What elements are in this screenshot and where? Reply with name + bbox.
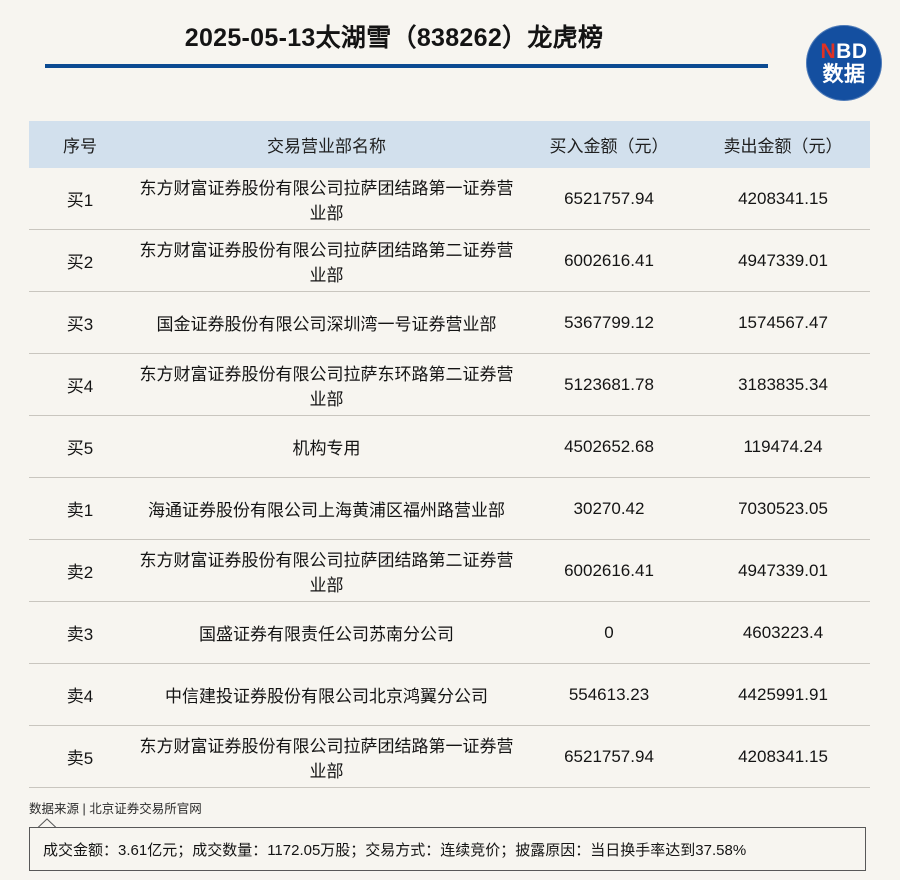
cell-index: 买3 [29,291,131,354]
table-row: 卖2 东方财富证券股份有限公司拉萨团结路第二证券营业部 6002616.41 4947… [29,539,870,602]
cell-sell-amount: 119474.24 [696,415,870,478]
cell-buy-amount: 554613.23 [522,663,696,726]
cell-branch-name: 东方财富证券股份有限公司拉萨东环路第二证券营业部 [131,353,522,416]
cell-index: 卖1 [29,477,131,540]
note-pointer-icon [37,818,57,828]
cell-branch-name: 国金证券股份有限公司深圳湾一号证券营业部 [131,291,522,354]
summary-note-box: 成交金额：3.61亿元；成交数量：1172.05万股；交易方式：连续竞价；披露原… [29,827,866,871]
cell-buy-amount: 30270.42 [522,477,696,540]
cell-buy-amount: 6002616.41 [522,539,696,602]
table-row: 卖5 东方财富证券股份有限公司拉萨团结路第一证券营业部 6521757.94 4208… [29,725,870,788]
cell-buy-amount: 6521757.94 [522,168,696,230]
cell-buy-amount: 4502652.68 [522,415,696,478]
nbd-logo-letter-n: N [820,40,837,63]
cell-sell-amount: 1574567.47 [696,291,870,354]
column-header-branch: 交易营业部名称 [131,121,522,168]
cell-branch-name: 东方财富证券股份有限公司拉萨团结路第一证券营业部 [131,168,522,230]
cell-sell-amount: 4208341.15 [696,725,870,788]
cell-sell-amount: 4425991.91 [696,663,870,726]
nbd-logo-letters-bd: BD [836,40,868,63]
cell-buy-amount: 6521757.94 [522,725,696,788]
table-row: 买4 东方财富证券股份有限公司拉萨东环路第二证券营业部 5123681.78 3183… [29,353,870,416]
cell-buy-amount: 6002616.41 [522,229,696,292]
table-row: 卖1 海通证券股份有限公司上海黄浦区福州路营业部 30270.42 7030523.0… [29,477,870,540]
page-title: 2025-05-13太湖雪（838262）龙虎榜 [184,24,604,52]
table-body: 买1 东方财富证券股份有限公司拉萨团结路第一证券营业部 6521757.94 4208… [29,168,870,788]
cell-sell-amount: 4603223.4 [696,601,870,664]
cell-sell-amount: 3183835.34 [696,353,870,416]
cell-index: 卖4 [29,663,131,726]
cell-sell-amount: 4947339.01 [696,539,870,602]
lhb-table: 序号 交易营业部名称 买入金额（元） 卖出金额（元） 买1 东方财富证券股份有限公… [29,121,870,788]
table-row: 卖4 中信建投证券股份有限公司北京鸿翼分公司 554613.23 4425991.91 [29,663,870,726]
page-header: 2025-05-13太湖雪（838262）龙虎榜 NBD 数据 [0,0,900,110]
cell-branch-name: 东方财富证券股份有限公司拉萨团结路第二证券营业部 [131,539,522,602]
column-header-sell-amount: 卖出金额（元） [696,121,870,168]
cell-sell-amount: 7030523.05 [696,477,870,540]
cell-index: 买2 [29,229,131,292]
cell-sell-amount: 4947339.01 [696,229,870,292]
column-header-index: 序号 [29,121,131,168]
cell-sell-amount: 4208341.15 [696,168,870,230]
table-row: 买2 东方财富证券股份有限公司拉萨团结路第二证券营业部 6002616.41 4947… [29,229,870,292]
table-row: 买5 机构专用 4502652.68 119474.24 [29,415,870,478]
cell-buy-amount: 5123681.78 [522,353,696,416]
table-row: 买3 国金证券股份有限公司深圳湾一号证券营业部 5367799.12 1574567.… [29,291,870,354]
cell-index: 买5 [29,415,131,478]
cell-buy-amount: 0 [522,601,696,664]
cell-index: 卖5 [29,725,131,788]
title-divider [45,64,768,68]
cell-index: 买4 [29,353,131,416]
cell-index: 买1 [29,168,131,230]
cell-buy-amount: 5367799.12 [522,291,696,354]
cell-index: 卖2 [29,539,131,602]
table-row: 买1 东方财富证券股份有限公司拉萨团结路第一证券营业部 6521757.94 4208… [29,168,870,230]
nbd-logo: NBD 数据 [806,25,882,101]
cell-branch-name: 东方财富证券股份有限公司拉萨团结路第二证券营业部 [131,229,522,292]
summary-note-text: 成交金额：3.61亿元；成交数量：1172.05万股；交易方式：连续竞价；披露原… [43,841,747,859]
cell-branch-name: 国盛证券有限责任公司苏南分公司 [131,601,522,664]
cell-branch-name: 机构专用 [131,415,522,478]
lhb-table-container: 序号 交易营业部名称 买入金额（元） 卖出金额（元） 买1 东方财富证券股份有限公… [29,121,870,788]
cell-branch-name: 东方财富证券股份有限公司拉萨团结路第一证券营业部 [131,725,522,788]
data-source-label: 数据来源 | 北京证券交易所官网 [29,802,202,816]
column-header-buy-amount: 买入金额（元） [522,121,696,168]
cell-branch-name: 海通证券股份有限公司上海黄浦区福州路营业部 [131,477,522,540]
cell-index: 卖3 [29,601,131,664]
table-row: 卖3 国盛证券有限责任公司苏南分公司 0 4603223.4 [29,601,870,664]
nbd-logo-text: NBD [820,41,867,62]
table-header: 序号 交易营业部名称 买入金额（元） 卖出金额（元） [29,121,870,168]
cell-branch-name: 中信建投证券股份有限公司北京鸿翼分公司 [131,663,522,726]
table-header-row: 序号 交易营业部名称 买入金额（元） 卖出金额（元） [29,121,870,168]
nbd-logo-subtext: 数据 [822,63,866,86]
